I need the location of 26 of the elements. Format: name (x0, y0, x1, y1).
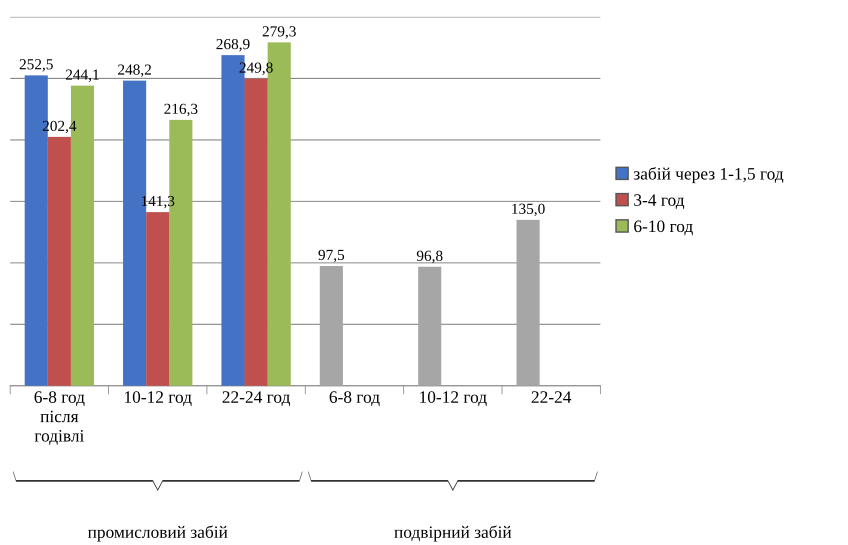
data-label: 135,0 (512, 204, 545, 216)
data-label: 97,5 (318, 250, 344, 262)
x-tick-label: 6-8 год (330, 391, 380, 406)
bar (516, 220, 540, 386)
x-tick-label: 6-8 год після годівлі (34, 391, 85, 445)
legend-label: 6-10 год (634, 220, 693, 236)
legend-label: забій через 1-1,5 год (634, 167, 784, 184)
bar (244, 78, 268, 386)
text: промисловий забій (88, 525, 228, 542)
bar (146, 212, 170, 386)
x-tick-label: 10-12 год (420, 391, 487, 406)
x-tick-label: 22-24 (532, 391, 572, 403)
bar (320, 266, 343, 386)
text: подвірний забій (394, 525, 512, 542)
data-label: 252,5 (20, 59, 53, 72)
data-label: 216,3 (164, 104, 198, 116)
data-label: 279,3 (262, 26, 296, 39)
x-tick-label: 10-12 год (124, 391, 192, 406)
x-tick-label: 22-24 год (222, 391, 290, 406)
data-label: 244,1 (66, 69, 99, 82)
bar (48, 136, 71, 386)
bar (418, 266, 442, 386)
legend-label: 3-4 год (634, 194, 684, 210)
data-label: 248,2 (118, 64, 151, 77)
data-label: 268,9 (216, 38, 250, 52)
data-label: 96,8 (416, 250, 442, 264)
